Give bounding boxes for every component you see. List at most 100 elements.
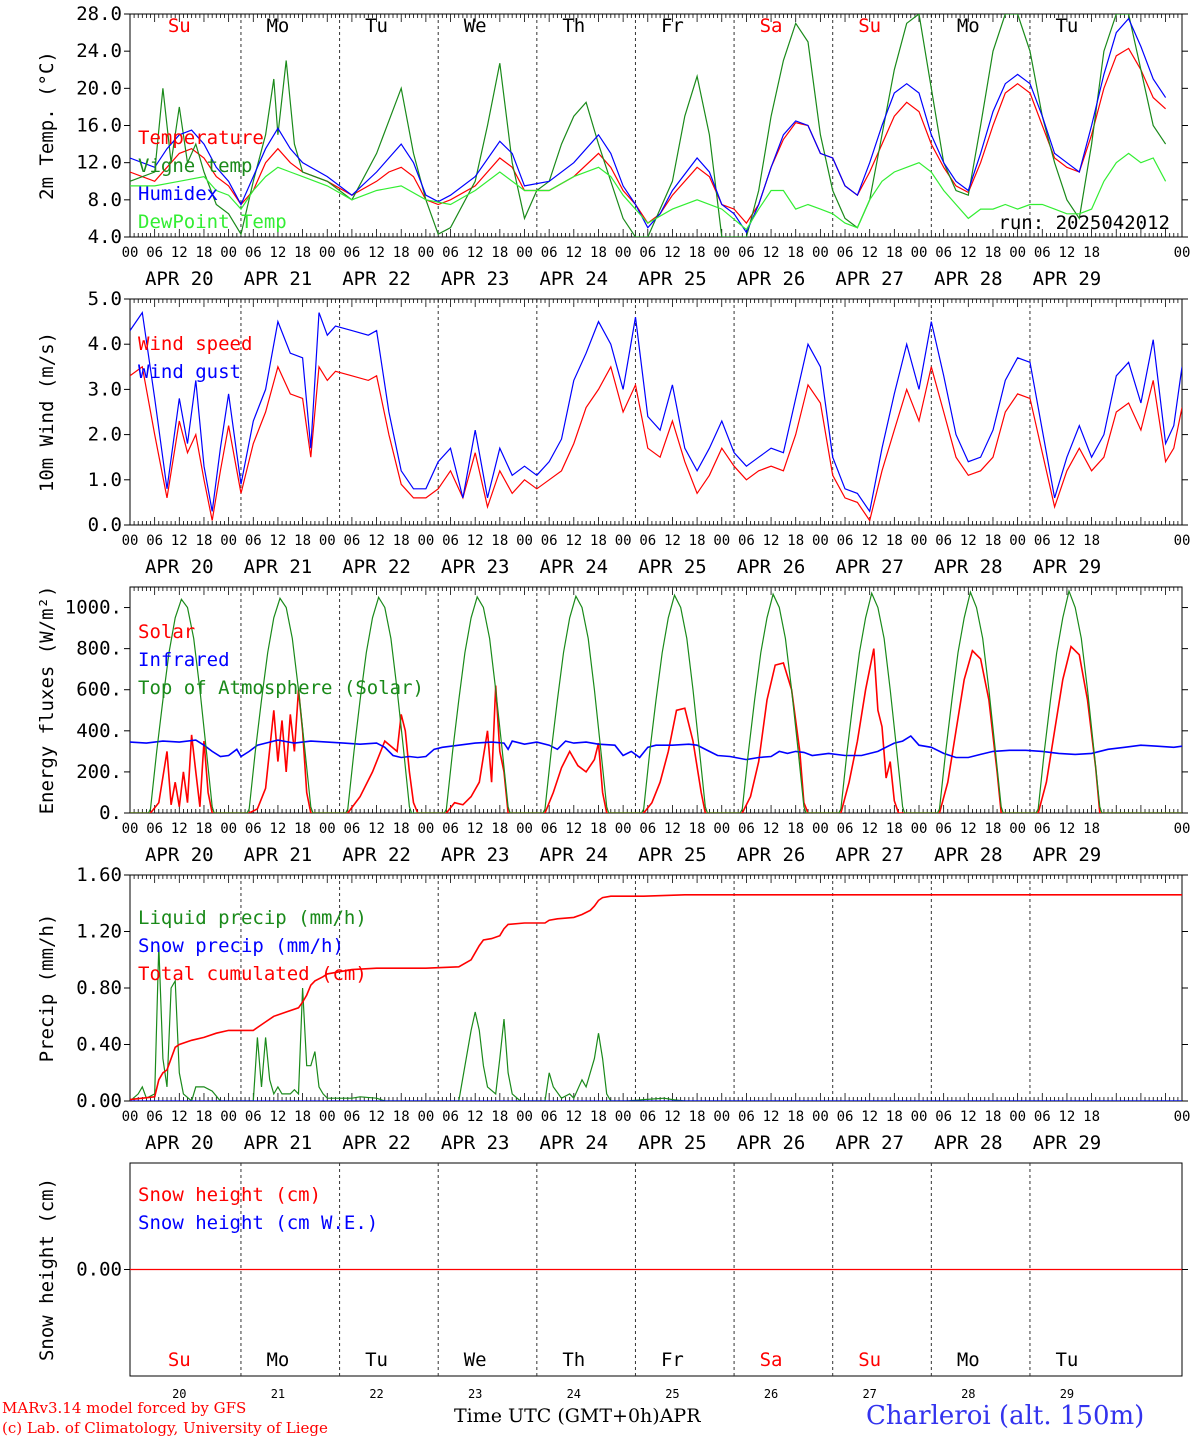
hour-tick-label: 00 (911, 245, 928, 261)
series-line-temperature (130, 47, 1167, 225)
hour-tick-label: 06 (738, 245, 755, 261)
hour-tick-label: 18 (886, 1109, 903, 1125)
y-tick-label: 28.0 (76, 3, 122, 25)
hour-tick-label: 00 (122, 245, 139, 261)
series-line-wind-gust (130, 310, 1182, 513)
hour-tick-label: 00 (417, 245, 434, 261)
hour-tick-label: 00 (911, 821, 928, 837)
date-label: APR 25 (638, 556, 707, 578)
hour-tick-label: 06 (146, 821, 163, 837)
hour-tick-label: 18 (787, 245, 804, 261)
hour-tick-label: 12 (861, 533, 878, 549)
panel-frame (129, 13, 1183, 238)
series-line-vigne-temp (130, 14, 1167, 237)
legend-entry: Total cumulated (cm) (138, 963, 367, 985)
y-tick-label: 1.0 (88, 469, 122, 491)
hour-tick-label: 18 (1083, 1109, 1100, 1125)
hour-tick-label: 06 (837, 821, 854, 837)
date-label: APR 27 (835, 844, 904, 866)
hour-tick-label: 18 (294, 1109, 311, 1125)
hour-tick-label: 18 (787, 1109, 804, 1125)
hour-tick-label: 18 (1083, 821, 1100, 837)
hour-tick-label: 12 (1059, 245, 1076, 261)
day-number-label: 26 (764, 1387, 778, 1401)
series-line-total-cumulated-cm- (130, 893, 1182, 1101)
hour-tick-label: 06 (146, 245, 163, 261)
hour-tick-label: 06 (541, 821, 558, 837)
weekday-label: Su (168, 1349, 191, 1371)
date-label: APR 22 (342, 268, 411, 290)
hour-tick-label: 06 (541, 1109, 558, 1125)
hour-tick-label: 12 (565, 533, 582, 549)
y-tick-label: 0.40 (76, 1034, 122, 1056)
hour-tick-label: 12 (368, 533, 385, 549)
legend-entry: DewPoint Temp (138, 211, 287, 233)
day-number-label: 20 (172, 1387, 186, 1401)
hour-tick-label: 00 (1009, 533, 1026, 549)
hour-tick-label: 00 (713, 245, 730, 261)
hour-tick-label: 06 (343, 1109, 360, 1125)
hour-tick-label: 18 (491, 533, 508, 549)
hour-tick-label: 06 (639, 245, 656, 261)
hour-tick-label: 06 (935, 821, 952, 837)
x-axis-label: Time UTC (GMT+0h) (454, 1405, 660, 1427)
hour-tick-label: 06 (245, 533, 262, 549)
weekday-label: Th (562, 1349, 585, 1371)
hour-tick-label: 06 (1034, 533, 1051, 549)
hour-tick-label: 12 (1059, 821, 1076, 837)
legend-entry: Infrared (138, 649, 230, 671)
hour-tick-label: 12 (467, 533, 484, 549)
hour-tick-label: 06 (343, 821, 360, 837)
hour-tick-label: 06 (146, 533, 163, 549)
y-tick-label: 24.0 (76, 40, 122, 62)
weekday-label: We (464, 15, 487, 37)
date-label: APR 20 (145, 844, 214, 866)
hour-tick-label: 12 (368, 245, 385, 261)
date-label: APR 22 (342, 1132, 411, 1154)
hour-tick-label: 06 (245, 821, 262, 837)
date-label: APR 26 (737, 844, 806, 866)
hour-tick-label: 00 (1174, 1109, 1191, 1125)
hour-tick-label: 00 (122, 821, 139, 837)
hour-tick-label: 06 (639, 821, 656, 837)
hour-tick-label: 00 (1174, 821, 1191, 837)
y-tick-label: 800. (76, 638, 122, 660)
hour-tick-label: 12 (467, 821, 484, 837)
hour-tick-label: 18 (985, 821, 1002, 837)
hour-tick-label: 18 (689, 245, 706, 261)
date-label: APR 22 (342, 556, 411, 578)
date-label: APR 21 (244, 1132, 313, 1154)
hour-tick-label: 12 (171, 533, 188, 549)
hour-tick-label: 12 (861, 245, 878, 261)
hour-tick-label: 06 (245, 1109, 262, 1125)
hour-tick-label: 06 (343, 533, 360, 549)
hour-tick-label: 06 (245, 245, 262, 261)
hour-tick-label: 18 (491, 821, 508, 837)
hour-tick-label: 00 (812, 245, 829, 261)
hour-tick-label: 12 (960, 1109, 977, 1125)
legend-entry: Solar (138, 621, 195, 643)
hour-tick-label: 00 (220, 821, 237, 837)
x-axis-month: APR (659, 1405, 701, 1427)
hour-tick-label: 12 (368, 821, 385, 837)
series-line-dewpoint-temp (130, 152, 1167, 231)
date-label: APR 27 (835, 268, 904, 290)
y-tick-label: 400. (76, 720, 122, 742)
hour-tick-label: 18 (196, 1109, 213, 1125)
hour-tick-label: 18 (590, 245, 607, 261)
date-label: APR 23 (441, 844, 510, 866)
y-tick-label: 16.0 (76, 115, 122, 137)
hour-tick-label: 18 (491, 1109, 508, 1125)
weekday-label: Tu (365, 15, 388, 37)
date-label: APR 26 (737, 556, 806, 578)
hour-tick-label: 06 (541, 533, 558, 549)
hour-tick-label: 12 (763, 821, 780, 837)
hour-tick-label: 00 (516, 1109, 533, 1125)
hour-tick-label: 06 (343, 245, 360, 261)
hour-tick-label: 00 (615, 1109, 632, 1125)
weekday-label: Su (858, 1349, 881, 1371)
legend-entry: Wind gust (138, 361, 241, 383)
y-tick-label: 4.0 (88, 226, 122, 248)
weekday-label: Tu (1055, 15, 1078, 37)
hour-tick-label: 18 (590, 533, 607, 549)
